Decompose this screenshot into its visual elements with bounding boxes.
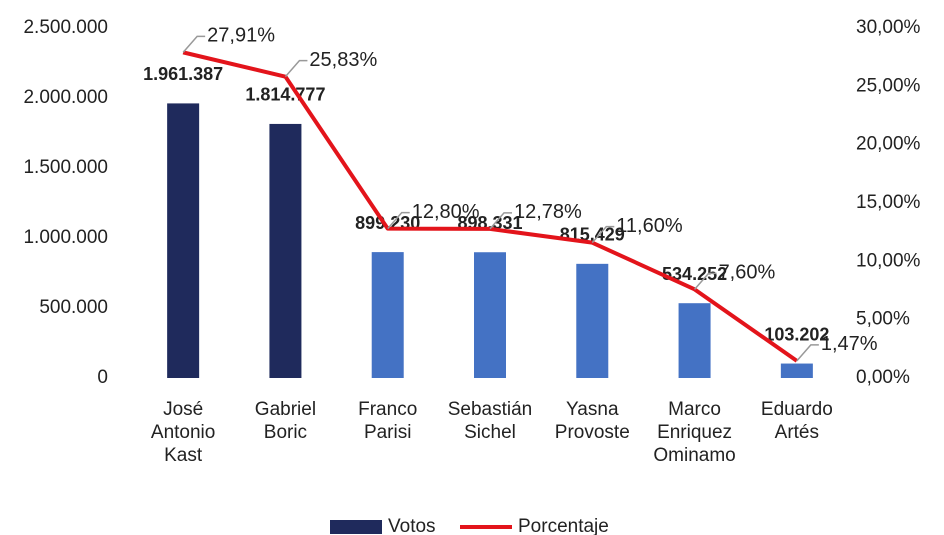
x-tick-label: Sebastián Sichel [447, 399, 533, 443]
leader-line [694, 272, 717, 290]
legend-label: Porcentaje [518, 516, 609, 535]
bar-value-label: 103.202 [764, 324, 829, 344]
x-tick-label: Gabriel Boric [254, 399, 317, 443]
y-tick-label: 2.000.000 [23, 87, 108, 108]
y-tick-label: 2.500.000 [23, 17, 108, 38]
line-value-label: 7,60% [719, 262, 776, 284]
leader-line [387, 211, 410, 230]
leader-line [796, 344, 819, 362]
y2-tick-label: 0,00% [856, 367, 910, 388]
line-value-label: 1,47% [821, 333, 878, 355]
leader-line [489, 212, 512, 230]
line-value-label: 12,80% [412, 201, 480, 223]
bar [576, 263, 609, 378]
bar [371, 252, 404, 378]
bar [780, 363, 813, 378]
y2-tick-label: 15,00% [856, 192, 921, 213]
legend-swatch [330, 520, 382, 534]
bar [269, 123, 302, 379]
bar [678, 303, 711, 378]
legend-label: Votos [388, 516, 436, 535]
line-value-label: 25,83% [309, 49, 377, 71]
x-tick-label: Franco Parisi [358, 399, 418, 443]
line-value-label: 12,78% [514, 201, 582, 223]
y2-tick-label: 5,00% [856, 309, 910, 330]
x-tick-label: Yasna Provoste [554, 399, 630, 443]
bar [474, 252, 506, 378]
y-tick-label: 1.500.000 [23, 157, 108, 178]
y2-tick-label: 20,00% [856, 134, 921, 155]
bar-value-label: 1.814.777 [245, 85, 325, 105]
y2-tick-label: 10,00% [856, 250, 921, 271]
leader-line [284, 59, 308, 78]
leader-line [182, 35, 206, 53]
y2-tick-label: 25,00% [856, 75, 921, 96]
x-tick-label: Marco Enriquez Ominamo [653, 399, 736, 466]
y-tick-label: 500.000 [39, 297, 108, 318]
y-tick-label: 0 [97, 367, 108, 388]
y2-tick-label: 30,00% [856, 17, 921, 38]
bar-value-label: 534.252 [662, 264, 727, 284]
x-tick-label: José Antonio Kast [150, 399, 216, 466]
leader-line [591, 225, 615, 244]
bar-value-label: 1.961.387 [143, 64, 223, 84]
line-value-label: 11,60% [616, 215, 683, 237]
x-tick-label: Eduardo Artés [760, 399, 833, 443]
bar [167, 103, 200, 378]
line-value-label: 27,91% [207, 25, 275, 47]
y-tick-label: 1.000.000 [23, 227, 108, 248]
